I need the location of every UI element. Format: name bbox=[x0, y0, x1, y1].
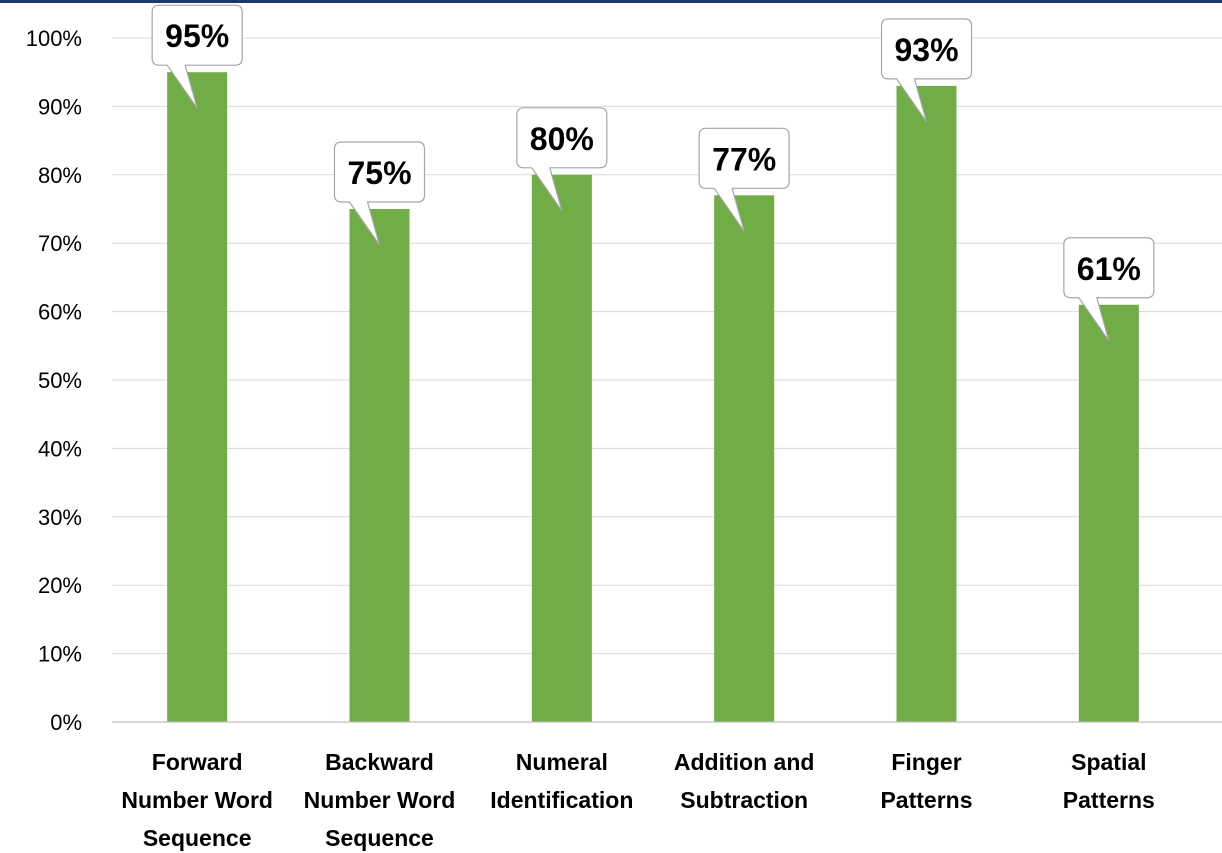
y-axis-tick-labels: 0% 10% 20% 30% 40% 50% 60% 70% 80% 90% 100% bbox=[26, 26, 82, 735]
data-label-callout bbox=[1063, 237, 1155, 342]
top-border-rule bbox=[0, 0, 1222, 3]
x-axis-category-labels: Forward Number Word Sequence Backward Number… bbox=[121, 749, 1155, 851]
y-tick-label: 60% bbox=[38, 300, 82, 325]
y-tick-label: 10% bbox=[38, 642, 82, 667]
y-tick-label: 0% bbox=[50, 710, 82, 735]
data-label: 95% bbox=[165, 18, 229, 54]
data-label-callout bbox=[880, 18, 973, 123]
gridlines bbox=[112, 37, 1222, 655]
data-label-callouts: 95% 75% 80% 77% 93% 61% bbox=[151, 4, 1155, 342]
data-label-callout bbox=[698, 127, 790, 232]
y-tick-label: 20% bbox=[38, 573, 82, 598]
bars bbox=[167, 72, 1139, 723]
data-label-callout bbox=[333, 141, 426, 246]
x-category-label: Backward Number Word Sequence bbox=[304, 749, 456, 851]
x-category-label: Spatial Patterns bbox=[1063, 749, 1155, 813]
bar bbox=[349, 209, 410, 722]
y-tick-label: 90% bbox=[38, 94, 82, 119]
data-label-callout bbox=[516, 107, 608, 212]
data-label: 75% bbox=[347, 155, 411, 191]
y-tick-label: 70% bbox=[38, 231, 82, 256]
y-tick-label: 50% bbox=[38, 368, 82, 393]
y-tick-label: 40% bbox=[38, 436, 82, 461]
y-tick-label: 30% bbox=[38, 505, 82, 530]
data-label: 61% bbox=[1077, 251, 1141, 287]
bar bbox=[531, 174, 592, 723]
data-label-callout bbox=[151, 4, 243, 109]
bar bbox=[167, 72, 228, 722]
bar bbox=[1078, 304, 1139, 722]
bar bbox=[714, 195, 775, 722]
x-category-label: Finger Patterns bbox=[880, 749, 972, 813]
x-category-label: Numeral Identification bbox=[490, 749, 633, 813]
x-category-label: Forward Number Word Sequence bbox=[121, 749, 273, 851]
x-category-label: Addition and Subtraction bbox=[674, 749, 815, 813]
data-label: 80% bbox=[530, 121, 594, 157]
y-tick-label: 80% bbox=[38, 163, 82, 188]
data-label: 77% bbox=[712, 141, 776, 177]
bar bbox=[896, 85, 957, 722]
y-tick-label: 100% bbox=[26, 26, 82, 51]
data-label: 93% bbox=[894, 32, 958, 68]
